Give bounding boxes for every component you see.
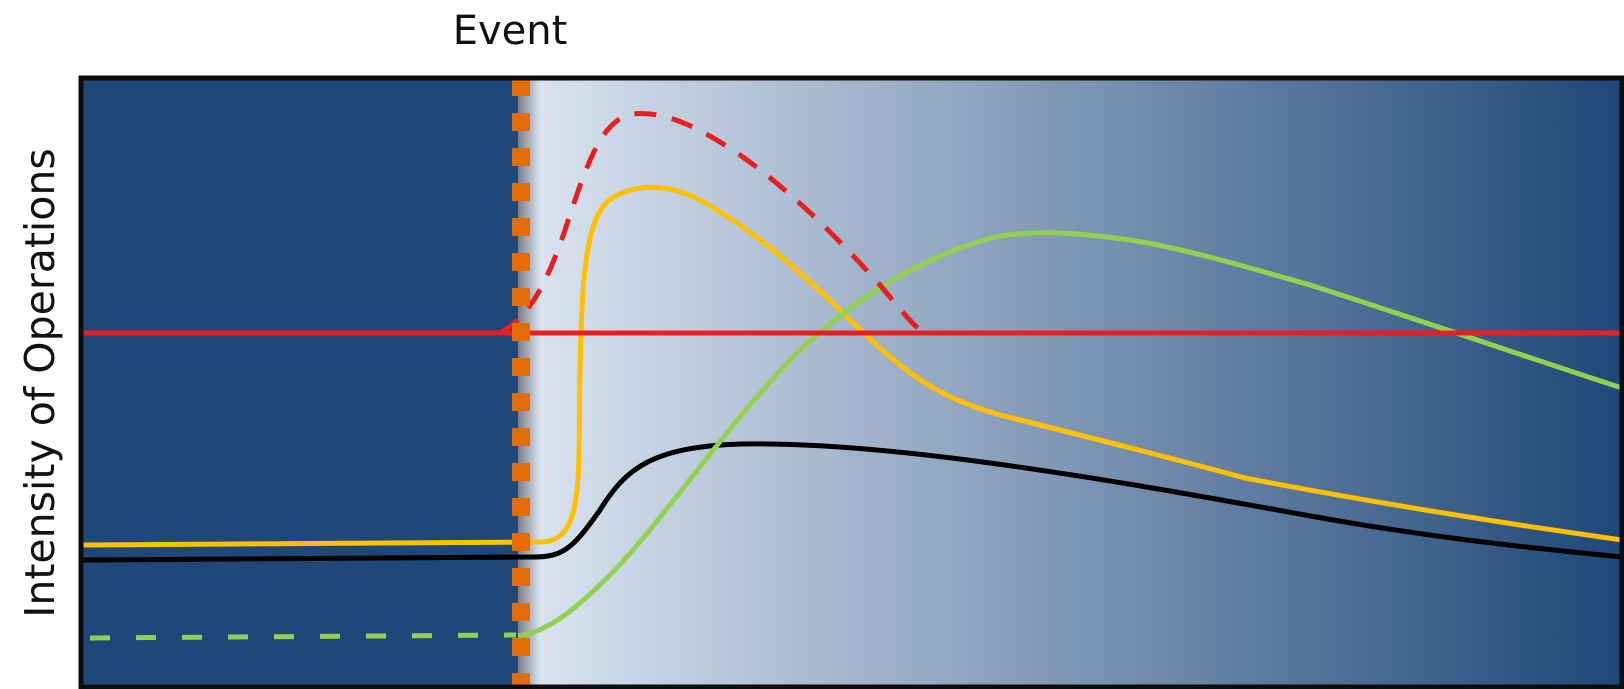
red-dashed-curve xyxy=(498,110,927,336)
pre-event-region xyxy=(81,78,518,687)
event-line-shadow xyxy=(518,78,540,687)
plot-frame xyxy=(78,75,1624,689)
event-label: Event xyxy=(452,8,568,54)
yellow-curve xyxy=(81,184,1622,548)
green-solid-curve xyxy=(517,230,1622,639)
post-event-region xyxy=(518,78,1622,687)
black-curve xyxy=(81,441,1622,563)
